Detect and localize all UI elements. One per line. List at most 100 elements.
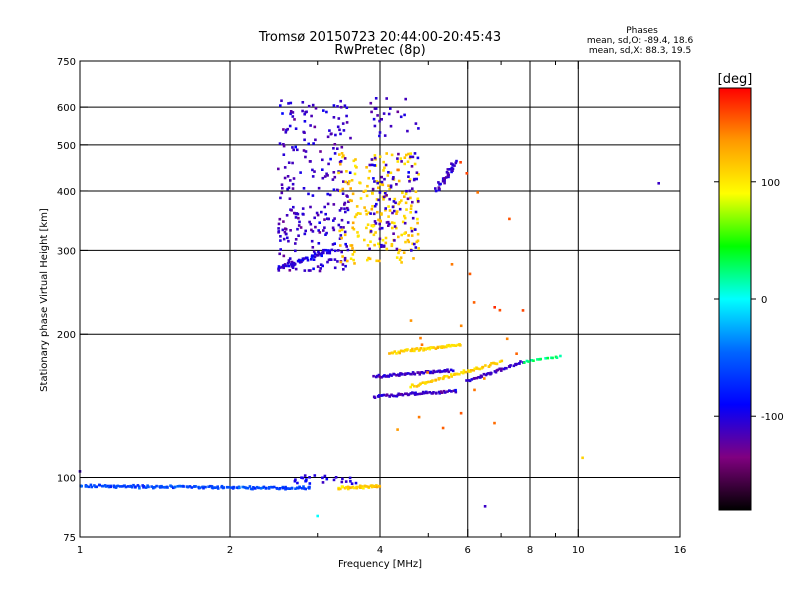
data-point <box>559 354 562 358</box>
data-point <box>313 216 316 220</box>
data-point <box>343 233 347 237</box>
data-point <box>387 112 391 116</box>
data-point <box>302 130 305 134</box>
data-point <box>176 485 180 488</box>
data-point <box>319 150 322 153</box>
data-point <box>170 485 173 488</box>
data-point <box>339 132 342 136</box>
data-point <box>431 379 434 382</box>
data-point <box>375 374 379 378</box>
data-point <box>440 391 444 394</box>
colorbar-label: [deg] <box>718 72 753 87</box>
data-point <box>180 485 183 488</box>
data-point <box>282 254 286 258</box>
data-point <box>293 479 297 483</box>
data-point <box>465 379 468 382</box>
data-point <box>490 362 493 365</box>
data-point <box>104 485 108 488</box>
data-point <box>312 267 315 271</box>
data-point <box>232 485 235 489</box>
data-point <box>289 179 292 182</box>
data-point <box>378 237 382 241</box>
data-point <box>539 357 542 361</box>
data-point <box>130 485 134 489</box>
data-point <box>331 178 335 181</box>
data-point <box>414 210 418 214</box>
data-point <box>332 478 336 482</box>
data-point <box>388 197 391 201</box>
data-point <box>447 370 451 374</box>
data-point <box>308 482 312 485</box>
data-point <box>369 212 372 215</box>
data-point <box>411 242 414 246</box>
data-point <box>395 247 399 251</box>
data-point <box>438 370 442 374</box>
data-point <box>326 260 329 264</box>
data-point <box>419 347 423 350</box>
data-point <box>476 367 479 370</box>
x-tick-label: 10 <box>572 545 585 556</box>
data-point <box>388 222 391 226</box>
data-point <box>477 376 480 379</box>
data-point <box>425 347 428 350</box>
data-point <box>464 370 468 374</box>
data-point <box>348 180 351 183</box>
data-point <box>277 267 280 271</box>
data-point <box>420 392 423 395</box>
data-point <box>500 369 503 372</box>
data-point <box>402 251 406 254</box>
data-point <box>338 237 342 240</box>
data-point <box>325 231 328 235</box>
data-point <box>400 233 403 237</box>
data-point <box>354 481 358 485</box>
data-point <box>377 373 381 377</box>
data-point <box>254 487 257 490</box>
data-point <box>425 391 429 394</box>
data-point <box>375 198 379 201</box>
data-point <box>345 170 348 173</box>
data-point <box>407 152 410 156</box>
data-point <box>441 179 445 183</box>
data-point <box>378 155 382 158</box>
data-point <box>298 486 302 489</box>
data-point <box>322 109 325 112</box>
grid-lines <box>80 61 680 537</box>
data-point <box>294 212 298 216</box>
data-point <box>308 485 311 489</box>
data-point <box>321 158 324 162</box>
data-point <box>489 371 493 375</box>
data-point <box>138 486 141 490</box>
data-point <box>330 248 334 252</box>
data-point <box>114 486 118 489</box>
data-point <box>413 393 417 396</box>
data-point <box>403 156 407 159</box>
data-point <box>291 187 295 190</box>
data-point <box>461 371 465 375</box>
data-point <box>314 225 317 229</box>
data-point <box>382 198 385 201</box>
data-point <box>298 259 302 263</box>
data-point <box>384 191 387 195</box>
data-point <box>416 239 420 243</box>
data-point <box>399 256 403 259</box>
data-point <box>345 121 349 124</box>
data-point <box>495 362 498 365</box>
data-point <box>391 226 394 230</box>
data-point <box>311 246 315 249</box>
data-point <box>132 483 135 487</box>
data-point <box>362 486 365 490</box>
data-point <box>304 229 307 233</box>
data-point <box>408 178 412 181</box>
data-point <box>367 211 371 214</box>
data-point <box>303 120 307 123</box>
data-point <box>450 343 454 347</box>
data-point <box>326 135 330 139</box>
data-point <box>379 183 382 186</box>
data-point <box>489 363 492 367</box>
data-point <box>182 485 185 488</box>
data-point <box>332 104 336 107</box>
data-point <box>366 244 370 247</box>
data-point <box>333 152 337 155</box>
data-point <box>434 347 438 350</box>
data-point <box>290 209 293 212</box>
